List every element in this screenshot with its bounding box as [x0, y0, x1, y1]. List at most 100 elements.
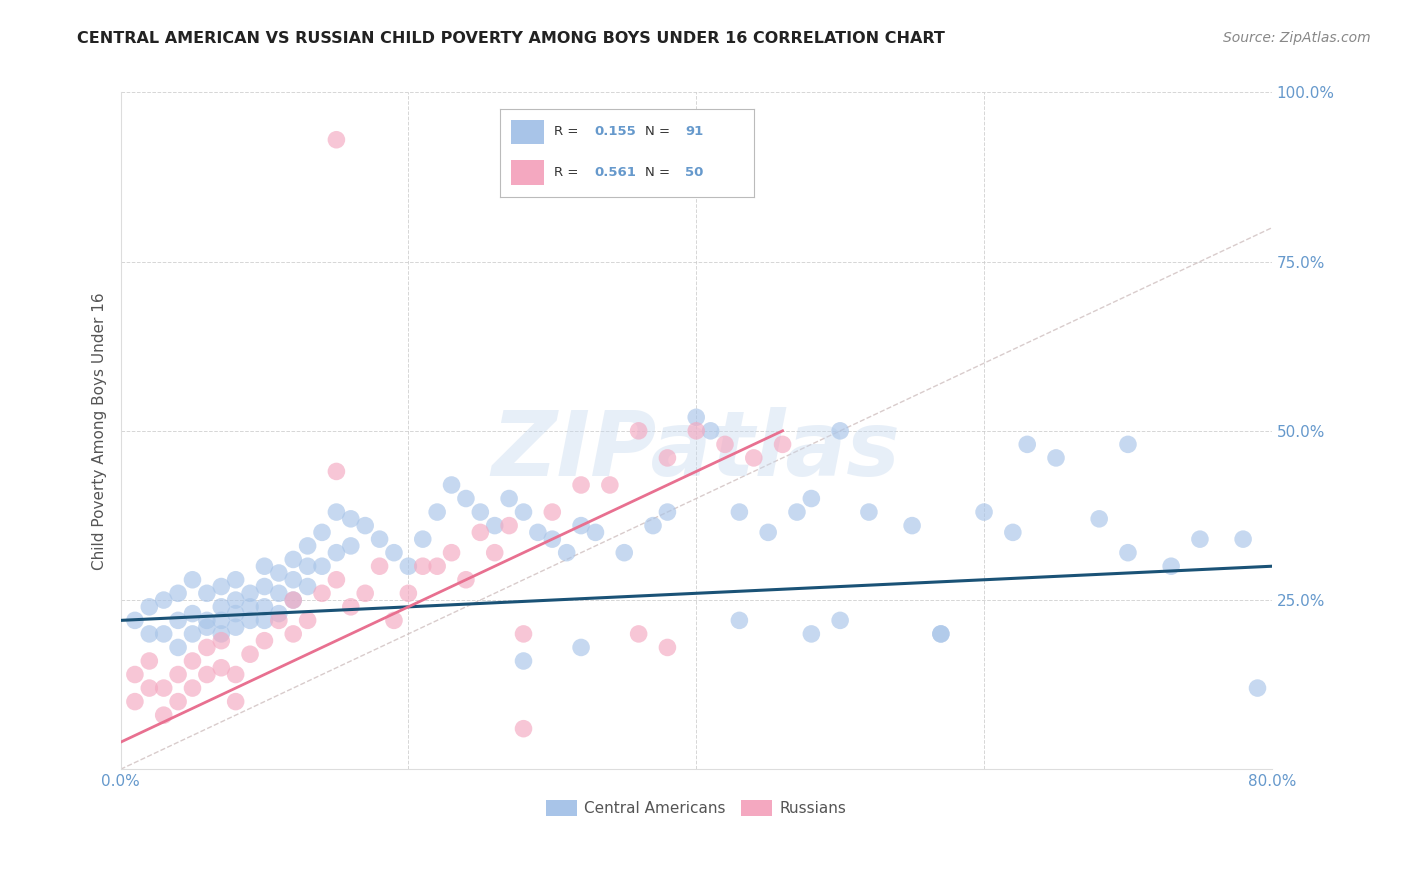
- Legend: Central Americans, Russians: Central Americans, Russians: [540, 795, 852, 822]
- Point: [225, 593, 247, 607]
- Point: [253, 633, 276, 648]
- Point: [239, 647, 262, 661]
- Point: [454, 573, 477, 587]
- Point: [973, 505, 995, 519]
- Point: [354, 586, 377, 600]
- Point: [512, 654, 534, 668]
- Point: [412, 559, 434, 574]
- Point: [1017, 437, 1039, 451]
- Point: [253, 613, 276, 627]
- Point: [325, 546, 347, 560]
- Point: [929, 627, 952, 641]
- Point: [426, 505, 449, 519]
- Point: [195, 613, 218, 627]
- Point: [297, 539, 319, 553]
- Point: [225, 573, 247, 587]
- Point: [283, 627, 305, 641]
- Point: [1045, 450, 1067, 465]
- Point: [124, 613, 146, 627]
- Point: [167, 586, 190, 600]
- Point: [253, 559, 276, 574]
- Point: [627, 424, 650, 438]
- Point: [340, 599, 363, 614]
- Point: [541, 532, 564, 546]
- Point: [124, 695, 146, 709]
- Point: [225, 620, 247, 634]
- Point: [756, 525, 779, 540]
- Point: [800, 627, 823, 641]
- Point: [209, 613, 232, 627]
- Point: [368, 532, 391, 546]
- Point: [396, 559, 419, 574]
- Point: [297, 559, 319, 574]
- Point: [138, 627, 160, 641]
- Point: [426, 559, 449, 574]
- Point: [267, 566, 290, 580]
- Point: [527, 525, 550, 540]
- Point: [830, 613, 852, 627]
- Point: [412, 532, 434, 546]
- Point: [498, 491, 520, 506]
- Point: [267, 586, 290, 600]
- Point: [512, 722, 534, 736]
- Point: [368, 559, 391, 574]
- Point: [1188, 532, 1211, 546]
- Point: [253, 580, 276, 594]
- Point: [685, 410, 707, 425]
- Point: [772, 437, 794, 451]
- Point: [440, 546, 463, 560]
- Point: [225, 667, 247, 681]
- Point: [641, 518, 664, 533]
- Point: [325, 505, 347, 519]
- Point: [195, 620, 218, 634]
- Point: [470, 525, 492, 540]
- Point: [325, 133, 347, 147]
- Point: [167, 640, 190, 655]
- Point: [283, 573, 305, 587]
- Point: [470, 505, 492, 519]
- Point: [138, 681, 160, 695]
- Point: [800, 491, 823, 506]
- Point: [311, 586, 333, 600]
- Point: [167, 695, 190, 709]
- Point: [585, 525, 607, 540]
- Point: [728, 505, 751, 519]
- Point: [1001, 525, 1024, 540]
- Point: [152, 627, 174, 641]
- Point: [138, 654, 160, 668]
- Point: [181, 681, 204, 695]
- Point: [325, 573, 347, 587]
- Point: [1116, 546, 1139, 560]
- Point: [657, 505, 679, 519]
- Point: [225, 695, 247, 709]
- Point: [512, 505, 534, 519]
- Point: [382, 613, 405, 627]
- Point: [195, 667, 218, 681]
- Point: [152, 681, 174, 695]
- Point: [152, 708, 174, 723]
- Point: [1160, 559, 1182, 574]
- Point: [685, 424, 707, 438]
- Text: Source: ZipAtlas.com: Source: ZipAtlas.com: [1223, 31, 1371, 45]
- Point: [325, 465, 347, 479]
- Point: [484, 518, 506, 533]
- Point: [396, 586, 419, 600]
- Point: [181, 607, 204, 621]
- Point: [239, 613, 262, 627]
- Point: [1116, 437, 1139, 451]
- Point: [283, 593, 305, 607]
- Point: [195, 640, 218, 655]
- Point: [555, 546, 578, 560]
- Point: [283, 593, 305, 607]
- Point: [267, 607, 290, 621]
- Point: [209, 599, 232, 614]
- Text: ZIPatlas: ZIPatlas: [492, 407, 901, 495]
- Point: [195, 586, 218, 600]
- Point: [181, 654, 204, 668]
- Point: [138, 599, 160, 614]
- Point: [657, 640, 679, 655]
- Point: [354, 518, 377, 533]
- Point: [311, 559, 333, 574]
- Point: [498, 518, 520, 533]
- Point: [599, 478, 621, 492]
